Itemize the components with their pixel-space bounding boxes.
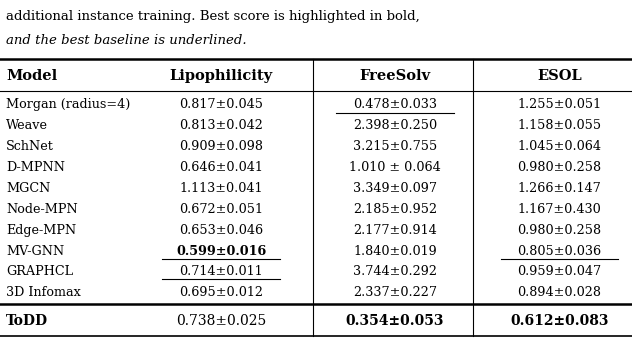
Text: 1.010 ± 0.064: 1.010 ± 0.064 [349,161,441,174]
Text: 0.813±0.042: 0.813±0.042 [179,119,263,132]
Text: 0.980±0.258: 0.980±0.258 [517,224,602,237]
Text: SchNet: SchNet [6,140,54,153]
Text: 0.695±0.012: 0.695±0.012 [179,286,263,299]
Text: 3.349±0.097: 3.349±0.097 [353,182,437,195]
Text: 0.894±0.028: 0.894±0.028 [518,286,601,299]
Text: and the best baseline is underlined.: and the best baseline is underlined. [6,34,247,47]
Text: 3.215±0.755: 3.215±0.755 [353,140,437,153]
Text: 0.805±0.036: 0.805±0.036 [517,245,602,258]
Text: 0.817±0.045: 0.817±0.045 [179,98,263,111]
Text: ESOL: ESOL [537,69,581,83]
Text: 1.113±0.041: 1.113±0.041 [179,182,263,195]
Text: Lipophilicity: Lipophilicity [169,69,273,83]
Text: 0.980±0.258: 0.980±0.258 [517,161,602,174]
Text: MV-GNN: MV-GNN [6,245,64,258]
Text: 0.714±0.011: 0.714±0.011 [179,265,263,278]
Text: GRAPHCL: GRAPHCL [6,265,73,278]
Text: additional instance training. Best score is highlighted in bold,: additional instance training. Best score… [6,10,420,23]
Text: 0.672±0.051: 0.672±0.051 [179,203,263,216]
Text: 2.185±0.952: 2.185±0.952 [353,203,437,216]
Text: MGCN: MGCN [6,182,51,195]
Text: 3.744±0.292: 3.744±0.292 [353,265,437,278]
Text: 0.612±0.083: 0.612±0.083 [510,314,609,328]
Text: 0.653±0.046: 0.653±0.046 [179,224,264,237]
Text: 1.158±0.055: 1.158±0.055 [517,119,602,132]
Text: 0.478±0.033: 0.478±0.033 [353,98,437,111]
Text: 1.167±0.430: 1.167±0.430 [518,203,601,216]
Text: 0.599±0.016: 0.599±0.016 [176,245,266,258]
Text: 1.266±0.147: 1.266±0.147 [518,182,601,195]
Text: 0.909±0.098: 0.909±0.098 [179,140,263,153]
Text: 1.255±0.051: 1.255±0.051 [517,98,602,111]
Text: Morgan (radius=4): Morgan (radius=4) [6,98,131,111]
Text: Weave: Weave [6,119,48,132]
Text: 2.337±0.227: 2.337±0.227 [353,286,437,299]
Text: ToDD: ToDD [6,314,49,328]
Text: Edge-MPN: Edge-MPN [6,224,76,237]
Text: 1.840±0.019: 1.840±0.019 [353,245,437,258]
Text: 2.398±0.250: 2.398±0.250 [353,119,437,132]
Text: D-MPNN: D-MPNN [6,161,65,174]
Text: 0.646±0.041: 0.646±0.041 [179,161,263,174]
Text: Model: Model [6,69,58,83]
Text: 1.045±0.064: 1.045±0.064 [518,140,601,153]
Text: 3D Infomax: 3D Infomax [6,286,81,299]
Text: Node-MPN: Node-MPN [6,203,78,216]
Text: 2.177±0.914: 2.177±0.914 [353,224,437,237]
Text: 0.959±0.047: 0.959±0.047 [517,265,602,278]
Text: 0.354±0.053: 0.354±0.053 [346,314,444,328]
Text: FreeSolv: FreeSolv [360,69,430,83]
Text: 0.738±0.025: 0.738±0.025 [176,314,266,328]
